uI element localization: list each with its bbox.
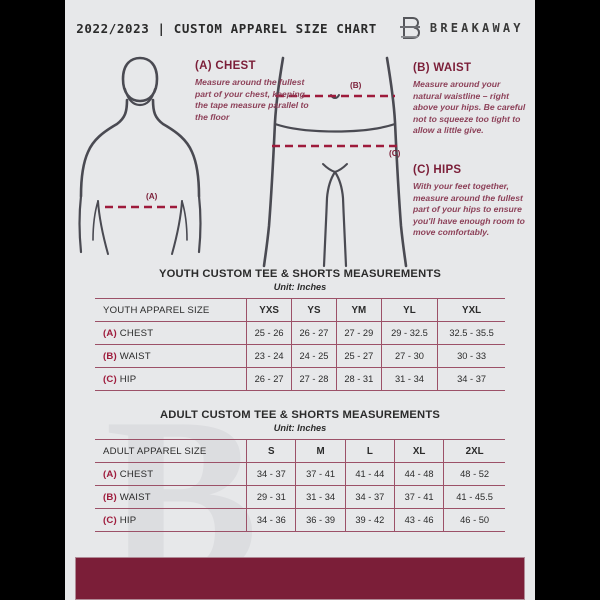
note-hips: (C) HIPS With your feet together, measur…: [413, 164, 533, 239]
adult-chest-2xl: 48 - 52: [443, 462, 505, 486]
note-chest-heading: (A) CHEST: [195, 60, 256, 72]
youth-hip-ym: 28 - 31: [336, 367, 382, 391]
header-title: 2022/2023 | CUSTOM APPAREL SIZE CHART: [76, 20, 377, 36]
youth-hip-ys: 27 - 28: [291, 367, 337, 391]
youth-waist-ym: 25 - 27: [336, 344, 382, 368]
youth-size-header: YOUTH APPAREL SIZE: [95, 298, 248, 322]
brand-logo: BREAKAWAY: [399, 15, 524, 41]
table-row: (B) WAIST 29 - 31 31 - 34 34 - 37 37 - 4…: [95, 485, 505, 509]
youth-hip-yl: 31 - 34: [381, 367, 439, 391]
adult-chest-xl: 44 - 48: [394, 462, 445, 486]
adult-row-chest-label: (A) CHEST: [95, 462, 248, 486]
table-row: (A) CHEST 34 - 37 37 - 41 41 - 44 44 - 4…: [95, 462, 505, 486]
youth-chest-ys: 26 - 27: [291, 321, 337, 345]
adult-table-title: ADULT CUSTOM TEE & SHORTS MEASUREMENTS: [159, 409, 441, 421]
brand-name: BREAKAWAY: [429, 21, 524, 35]
adult-waist-l: 34 - 37: [345, 485, 395, 509]
youth-size-yxl: YXL: [437, 298, 505, 322]
youth-table-block: YOUTH CUSTOM TEE & SHORTS MEASUREMENTS U…: [95, 268, 505, 391]
note-waist: (B) WAIST Measure around your natural wa…: [413, 62, 531, 137]
adult-chest-m: 37 - 41: [295, 462, 346, 486]
youth-chest-yxs: 25 - 26: [246, 321, 293, 345]
adult-row-hip-label: (C) HIP: [95, 508, 248, 532]
youth-row-hip-label: (C) HIP: [95, 367, 248, 391]
youth-row-chest-tag: (A): [103, 327, 117, 339]
waist-marker-label: (B): [350, 81, 362, 90]
adult-row-chest-tag: (A): [103, 468, 117, 480]
youth-chest-ym: 27 - 29: [336, 321, 382, 345]
youth-row-chest-label: (A) CHEST: [95, 321, 248, 345]
adult-row-chest-name: CHEST: [119, 468, 154, 480]
youth-waist-yl: 27 - 30: [381, 344, 439, 368]
adult-waist-xl: 37 - 41: [394, 485, 445, 509]
adult-size-2xl: 2XL: [443, 439, 505, 463]
adult-hip-s: 34 - 36: [246, 508, 297, 532]
adult-header-row: ADULT APPAREL SIZE S M L XL 2XL: [95, 439, 505, 463]
adult-table-unit: Unit: Inches: [273, 423, 327, 433]
note-waist-body: Measure around your natural waistline – …: [413, 79, 526, 136]
adult-table-block: ADULT CUSTOM TEE & SHORTS MEASUREMENTS U…: [95, 409, 505, 532]
adult-chest-l: 41 - 44: [345, 462, 395, 486]
adult-hip-2xl: 46 - 50: [443, 508, 505, 532]
adult-size-xl: XL: [394, 439, 445, 463]
youth-waist-ys: 24 - 25: [291, 344, 337, 368]
size-chart-page: B 2022/2023 | CUSTOM APPAREL SIZE CHART …: [65, 0, 535, 600]
adult-row-waist-label: (B) WAIST: [95, 485, 248, 509]
adult-row-waist-tag: (B): [103, 491, 117, 503]
body-figures-svg: [78, 56, 408, 268]
youth-row-hip-name: HIP: [119, 373, 137, 385]
adult-hip-xl: 43 - 46: [394, 508, 445, 532]
adult-size-header: ADULT APPAREL SIZE: [95, 439, 248, 463]
page-header: 2022/2023 | CUSTOM APPAREL SIZE CHART BR…: [65, 0, 535, 56]
youth-size-yl: YL: [381, 298, 439, 322]
youth-row-hip-tag: (C): [103, 373, 117, 385]
table-row: (A) CHEST 25 - 26 26 - 27 27 - 29 29 - 3…: [95, 321, 505, 345]
footer-bar: [75, 557, 525, 600]
youth-row-waist-tag: (B): [103, 350, 117, 362]
adult-size-s: S: [246, 439, 297, 463]
adult-size-table: ADULT APPAREL SIZE S M L XL 2XL (A) CHES…: [95, 439, 505, 532]
youth-size-ym: YM: [336, 298, 382, 322]
breakaway-b-logo-icon: [399, 17, 420, 39]
chest-marker-label: (A): [146, 192, 158, 201]
adult-size-l: L: [345, 439, 395, 463]
adult-row-hip-name: HIP: [119, 514, 137, 526]
note-chest: (A) CHEST Measure around the fullest par…: [195, 60, 315, 123]
table-row: (B) WAIST 23 - 24 24 - 25 25 - 27 27 - 3…: [95, 344, 505, 368]
adult-waist-m: 31 - 34: [295, 485, 346, 509]
adult-hip-l: 39 - 42: [345, 508, 395, 532]
table-row: (C) HIP 34 - 36 36 - 39 39 - 42 43 - 46 …: [95, 508, 505, 532]
youth-table-title: YOUTH CUSTOM TEE & SHORTS MEASUREMENTS: [158, 268, 442, 280]
youth-hip-yxl: 34 - 37: [437, 367, 505, 391]
table-row: (C) HIP 26 - 27 27 - 28 28 - 31 31 - 34 …: [95, 367, 505, 391]
youth-row-chest-name: CHEST: [119, 327, 154, 339]
adult-waist-s: 29 - 31: [246, 485, 297, 509]
youth-chest-yl: 29 - 32.5: [381, 321, 439, 345]
youth-table-unit: Unit: Inches: [273, 282, 327, 292]
note-hips-body: With your feet together, measure around …: [413, 181, 525, 238]
note-waist-heading: (B) WAIST: [413, 62, 472, 74]
measurement-illustration: (A) (B) (C) (A) CHEST Measure around the…: [65, 56, 535, 268]
youth-waist-yxl: 30 - 33: [437, 344, 505, 368]
adult-row-waist-name: WAIST: [119, 491, 151, 503]
adult-waist-2xl: 41 - 45.5: [443, 485, 505, 509]
youth-row-waist-label: (B) WAIST: [95, 344, 248, 368]
note-hips-heading: (C) HIPS: [413, 164, 462, 176]
youth-header-row: YOUTH APPAREL SIZE YXS YS YM YL YXL: [95, 298, 505, 322]
note-chest-body: Measure around the fullest part of your …: [195, 77, 309, 122]
youth-row-waist-name: WAIST: [119, 350, 151, 362]
youth-chest-yxl: 32.5 - 35.5: [437, 321, 505, 345]
youth-waist-yxs: 23 - 24: [246, 344, 293, 368]
adult-chest-s: 34 - 37: [246, 462, 297, 486]
adult-hip-m: 36 - 39: [295, 508, 346, 532]
youth-hip-yxs: 26 - 27: [246, 367, 293, 391]
hips-marker-label: (C): [389, 149, 401, 158]
youth-size-yxs: YXS: [246, 298, 293, 322]
youth-size-table: YOUTH APPAREL SIZE YXS YS YM YL YXL (A) …: [95, 298, 505, 391]
youth-size-ys: YS: [291, 298, 337, 322]
adult-row-hip-tag: (C): [103, 514, 117, 526]
adult-size-m: M: [295, 439, 346, 463]
